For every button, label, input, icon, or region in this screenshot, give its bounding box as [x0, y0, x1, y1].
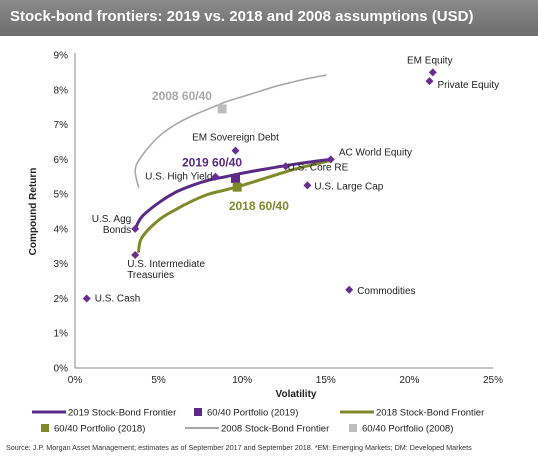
legend-label: 60/40 Portfolio (2019) [207, 408, 298, 419]
frontier-line-2018 [137, 158, 333, 253]
legend-label: 2019 Stock-Bond Frontier [68, 408, 176, 419]
asset-point [231, 146, 240, 155]
portfolio-marker [217, 104, 227, 114]
x-tick-label: 5% [151, 375, 166, 386]
legend-swatch-square [41, 424, 49, 432]
chart-title: Stock-bond frontiers: 2019 vs. 2018 and … [10, 8, 474, 25]
y-tick-label: 7% [54, 120, 69, 131]
x-tick-label: 15% [316, 375, 336, 386]
x-tick-label: 25% [483, 375, 503, 386]
y-tick-label: 6% [54, 155, 69, 166]
frontier-line-2019 [133, 157, 333, 231]
asset-point [281, 162, 290, 171]
x-tick-label: 20% [399, 375, 419, 386]
asset-point [131, 224, 140, 233]
asset-label: Bonds [103, 225, 131, 236]
portfolio-marker [232, 182, 242, 192]
y-tick-label: 5% [54, 190, 69, 201]
asset-label: U.S. Intermediate [127, 259, 205, 270]
stock-bond-frontier-chart: 0% 1% 2% 3% 4% 5% 6% 7% 8% 9% 0% 5% 10% 15% 20% 25% Vola… [28, 51, 503, 435]
legend-swatch-square [349, 424, 357, 432]
x-tick-label: 0% [68, 375, 83, 386]
x-tick-label: 10% [232, 375, 252, 386]
portfolio-annotation: 2008 60/40 [152, 89, 212, 103]
y-tick-label: 1% [54, 329, 69, 340]
y-tick-label: 8% [54, 85, 69, 96]
frontier-line-2008 [134, 74, 327, 188]
title-bar: Stock-bond frontiers: 2019 vs. 2018 and … [0, 0, 538, 36]
asset-point [303, 181, 312, 190]
x-axis-title: Volatility [276, 389, 317, 400]
asset-label: EM Equity [407, 55, 453, 66]
asset-point [428, 68, 437, 77]
asset-point [326, 155, 335, 164]
asset-label: Treasuries [127, 270, 174, 281]
y-tick-label: 4% [54, 224, 69, 235]
asset-label: U.S. Large Cap [314, 181, 383, 192]
portfolio-marker [231, 173, 241, 183]
asset-label: U.S. Agg [92, 214, 131, 225]
asset-point [131, 250, 140, 259]
legend-label: 2018 Stock-Bond Frontier [376, 408, 484, 419]
asset-label: EM Sovereign Debt [192, 133, 279, 144]
y-tick-label: 0% [54, 364, 69, 375]
portfolio-annotation: 2019 60/40 [182, 155, 242, 169]
y-tick-label: 9% [54, 51, 69, 62]
asset-label: U.S. Cash [95, 293, 141, 304]
legend-label: 2008 Stock-Bond Frontier [221, 424, 329, 435]
legend-label: 60/40 Portfolio (2018) [54, 424, 145, 435]
asset-point [345, 285, 354, 294]
portfolio-annotation: 2018 60/40 [229, 199, 289, 213]
asset-label: Private Equity [437, 80, 499, 91]
asset-label: AC World Equity [339, 147, 412, 158]
source-note: Source: J.P. Morgan Asset Management; es… [6, 443, 472, 452]
y-axis-title: Compound Return [28, 168, 39, 256]
legend-label: 60/40 Portfolio (2008) [362, 424, 453, 435]
asset-point [211, 172, 220, 181]
asset-point [82, 294, 91, 303]
y-tick-label: 2% [54, 294, 69, 305]
asset-label: U.S. High Yield [145, 172, 212, 183]
asset-label: Commodities [357, 286, 415, 297]
y-tick-label: 3% [54, 259, 69, 270]
asset-point [425, 77, 434, 86]
asset-label: U.S. Core RE [288, 162, 349, 173]
legend-swatch-square [194, 408, 202, 416]
